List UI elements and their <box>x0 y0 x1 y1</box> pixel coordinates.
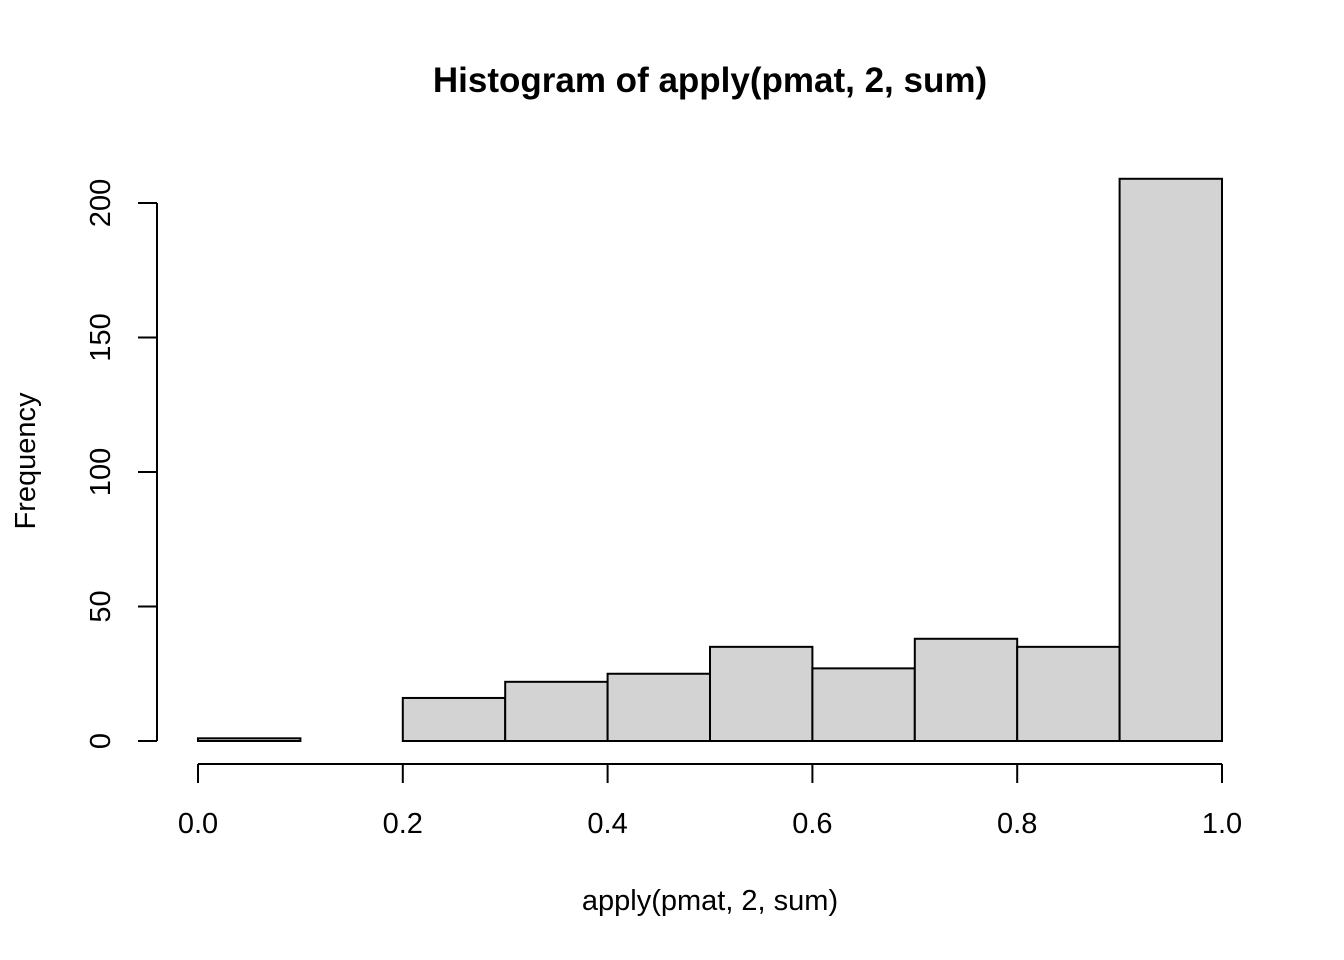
histogram-bars <box>197 177 1223 743</box>
histogram-bar-6 <box>811 667 916 742</box>
histogram-bar-7 <box>913 637 1019 743</box>
x-tick-label: 0.6 <box>792 808 832 840</box>
histogram-bar-3 <box>504 680 609 743</box>
histogram-bar-4 <box>606 672 711 742</box>
y-tick-label: 100 <box>85 448 117 496</box>
x-tick-label: 0.0 <box>178 808 218 840</box>
x-axis: 0.0 0.2 0.4 0.6 0.8 1.0 <box>178 763 1242 840</box>
x-axis-label: apply(pmat, 2, sum) <box>582 885 838 917</box>
histogram-bar-0 <box>197 737 302 742</box>
y-tick-label: 200 <box>85 179 117 227</box>
x-tick-label: 0.8 <box>997 808 1037 840</box>
y-axis: 0 50 100 150 200 <box>85 179 158 749</box>
x-tick-label: 1.0 <box>1202 808 1242 840</box>
x-tick-label: 0.2 <box>383 808 423 840</box>
histogram-bar-8 <box>1016 645 1121 742</box>
histogram-bar-9 <box>1118 177 1223 743</box>
chart-title: Histogram of apply(pmat, 2, sum) <box>433 61 987 100</box>
y-tick-label: 0 <box>85 733 117 749</box>
y-tick-label: 150 <box>85 313 117 361</box>
histogram-bar-5 <box>709 645 814 742</box>
y-tick-label: 50 <box>85 590 117 622</box>
y-axis-label: Frequency <box>10 392 42 530</box>
x-tick-label: 0.4 <box>587 808 627 840</box>
histogram-bar-2 <box>401 696 507 743</box>
